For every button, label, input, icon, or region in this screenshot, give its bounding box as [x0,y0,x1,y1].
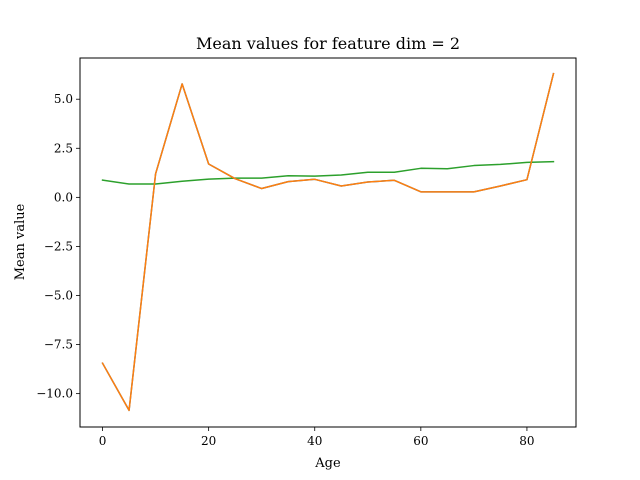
x-axis: 0 20 40 60 80 [99,427,535,448]
y-axis-label: Mean value [13,203,28,280]
x-tick-label: 60 [413,434,428,448]
y-tick-label: −5.0 [44,288,73,302]
y-tick-label: −7.5 [44,338,73,352]
y-tick-label: 5.0 [54,92,73,106]
x-axis-label: Age [314,456,341,471]
y-tick-label: −10.0 [36,387,73,401]
series-line-3 [101,72,555,412]
x-tick-label: 80 [519,434,534,448]
plot-area [101,72,555,412]
x-tick-label: 0 [99,434,107,448]
axes-frame [79,57,577,428]
series-line-1 [101,160,555,185]
y-tick-label: 0.0 [54,190,73,204]
chart-title: Mean values for feature dim = 2 [196,34,460,53]
y-tick-label: −2.5 [44,239,73,253]
y-tick-label: 2.5 [54,141,73,155]
x-tick-label: 20 [201,434,216,448]
y-axis: −10.0 −7.5 −5.0 −2.5 0.0 2.5 5.0 [36,92,80,401]
x-tick-label: 40 [307,434,322,448]
